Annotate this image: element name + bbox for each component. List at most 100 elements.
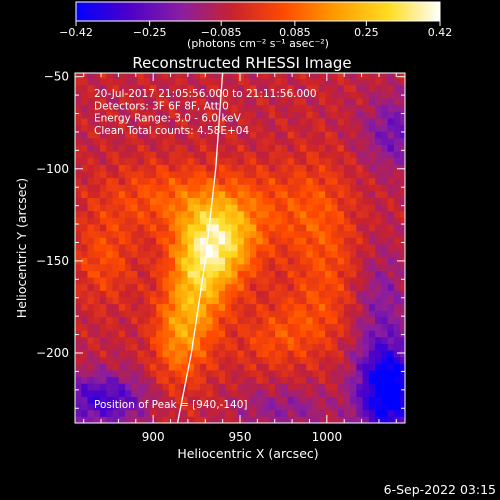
heatmap-pixel (218, 144, 226, 152)
heatmap-pixel (143, 243, 151, 252)
heatmap-pixel (75, 416, 82, 423)
heatmap-pixel (175, 303, 182, 311)
heatmap-pixel (350, 144, 357, 152)
heatmap-pixel (75, 369, 82, 378)
heatmap-pixel (143, 363, 151, 371)
heatmap-pixel (125, 383, 132, 391)
heatmap-pixel (81, 171, 88, 179)
heatmap-pixel (100, 363, 107, 371)
heatmap-pixel (318, 403, 326, 411)
heatmap-pixel (187, 316, 195, 325)
heatmap-pixel (381, 171, 389, 179)
heatmap-pixel (312, 250, 320, 258)
heatmap-pixel (325, 151, 332, 159)
heatmap-pixel (131, 197, 139, 205)
heatmap-pixel (100, 257, 107, 265)
heatmap-pixel (312, 230, 320, 238)
heatmap-pixel (81, 230, 88, 238)
heatmap-pixel (100, 117, 107, 126)
heatmap-pixel (400, 369, 405, 378)
heatmap-pixel (175, 323, 182, 331)
heatmap-pixel (150, 98, 157, 106)
heatmap-pixel (281, 157, 289, 165)
heatmap-pixel (262, 98, 270, 106)
heatmap-pixel (325, 263, 332, 271)
heatmap-pixel (87, 78, 95, 86)
heatmap-pixel (150, 137, 157, 145)
heatmap-pixel (362, 336, 370, 344)
heatmap-pixel (300, 270, 307, 278)
heatmap-pixel (125, 177, 132, 185)
heatmap-pixel (231, 98, 239, 106)
heatmap-pixel (125, 224, 132, 232)
heatmap-pixel (256, 330, 264, 338)
heatmap-pixel (137, 290, 145, 298)
heatmap-pixel (325, 369, 332, 378)
heatmap-pixel (362, 330, 370, 338)
heatmap-pixel (350, 290, 357, 298)
heatmap-pixel (256, 230, 264, 238)
heatmap-pixel (300, 204, 307, 212)
heatmap-pixel (193, 78, 201, 86)
heatmap-pixel (343, 84, 351, 92)
heatmap-pixel (162, 151, 170, 159)
heatmap-pixel (331, 343, 339, 351)
heatmap-pixel (400, 184, 405, 192)
heatmap-pixel (193, 157, 201, 165)
heatmap-pixel (337, 330, 345, 338)
heatmap-pixel (187, 104, 195, 112)
heatmap-pixel (393, 78, 401, 86)
heatmap-pixel (262, 263, 270, 271)
heatmap-pixel (106, 336, 114, 344)
heatmap-pixel (387, 224, 395, 232)
heatmap-pixel (162, 124, 170, 132)
heatmap-pixel (262, 389, 270, 397)
heatmap-pixel (175, 257, 182, 265)
heatmap-pixel (106, 310, 114, 318)
heatmap-pixel (281, 131, 289, 139)
heatmap-pixel (356, 297, 364, 305)
heatmap-pixel (81, 290, 88, 298)
heatmap-pixel (93, 336, 101, 344)
heatmap-pixel (225, 376, 232, 384)
heatmap-pixel (281, 124, 289, 132)
heatmap-pixel (343, 369, 351, 378)
heatmap-pixel (262, 78, 270, 86)
heatmap-pixel (193, 416, 201, 423)
heatmap-pixel (212, 124, 220, 132)
heatmap-pixel (143, 237, 151, 245)
heatmap-pixel (100, 224, 107, 232)
heatmap-pixel (375, 204, 382, 212)
heatmap-pixel (312, 290, 320, 298)
heatmap-pixel (268, 323, 276, 331)
heatmap-pixel (381, 416, 389, 423)
heatmap-pixel (81, 277, 88, 285)
heatmap-pixel (337, 197, 345, 205)
heatmap-pixel (287, 171, 295, 179)
heatmap-pixel (368, 104, 376, 112)
heatmap-pixel (237, 117, 245, 126)
heatmap-pixel (356, 151, 364, 159)
heatmap-pixel (287, 263, 295, 271)
heatmap-pixel (368, 277, 376, 285)
heatmap-pixel (143, 336, 151, 344)
heatmap-pixel (181, 270, 189, 278)
heatmap-pixel (175, 409, 182, 417)
heatmap-pixel (93, 210, 101, 218)
heatmap-pixel (281, 243, 289, 252)
heatmap-pixel (143, 376, 151, 384)
heatmap-pixel (168, 343, 176, 351)
heatmap-pixel (137, 330, 145, 338)
heatmap-pixel (250, 323, 257, 331)
heatmap-pixel (131, 137, 139, 145)
heatmap-pixel (162, 204, 170, 212)
heatmap-pixel (293, 376, 301, 384)
heatmap-pixel (400, 336, 405, 344)
heatmap-pixel (250, 257, 257, 265)
heatmap-pixel (325, 73, 332, 79)
heatmap-pixel (337, 316, 345, 325)
heatmap-pixel (225, 270, 232, 278)
heatmap-pixel (87, 363, 95, 371)
heatmap-pixel (106, 184, 114, 192)
heatmap-pixel (343, 131, 351, 139)
